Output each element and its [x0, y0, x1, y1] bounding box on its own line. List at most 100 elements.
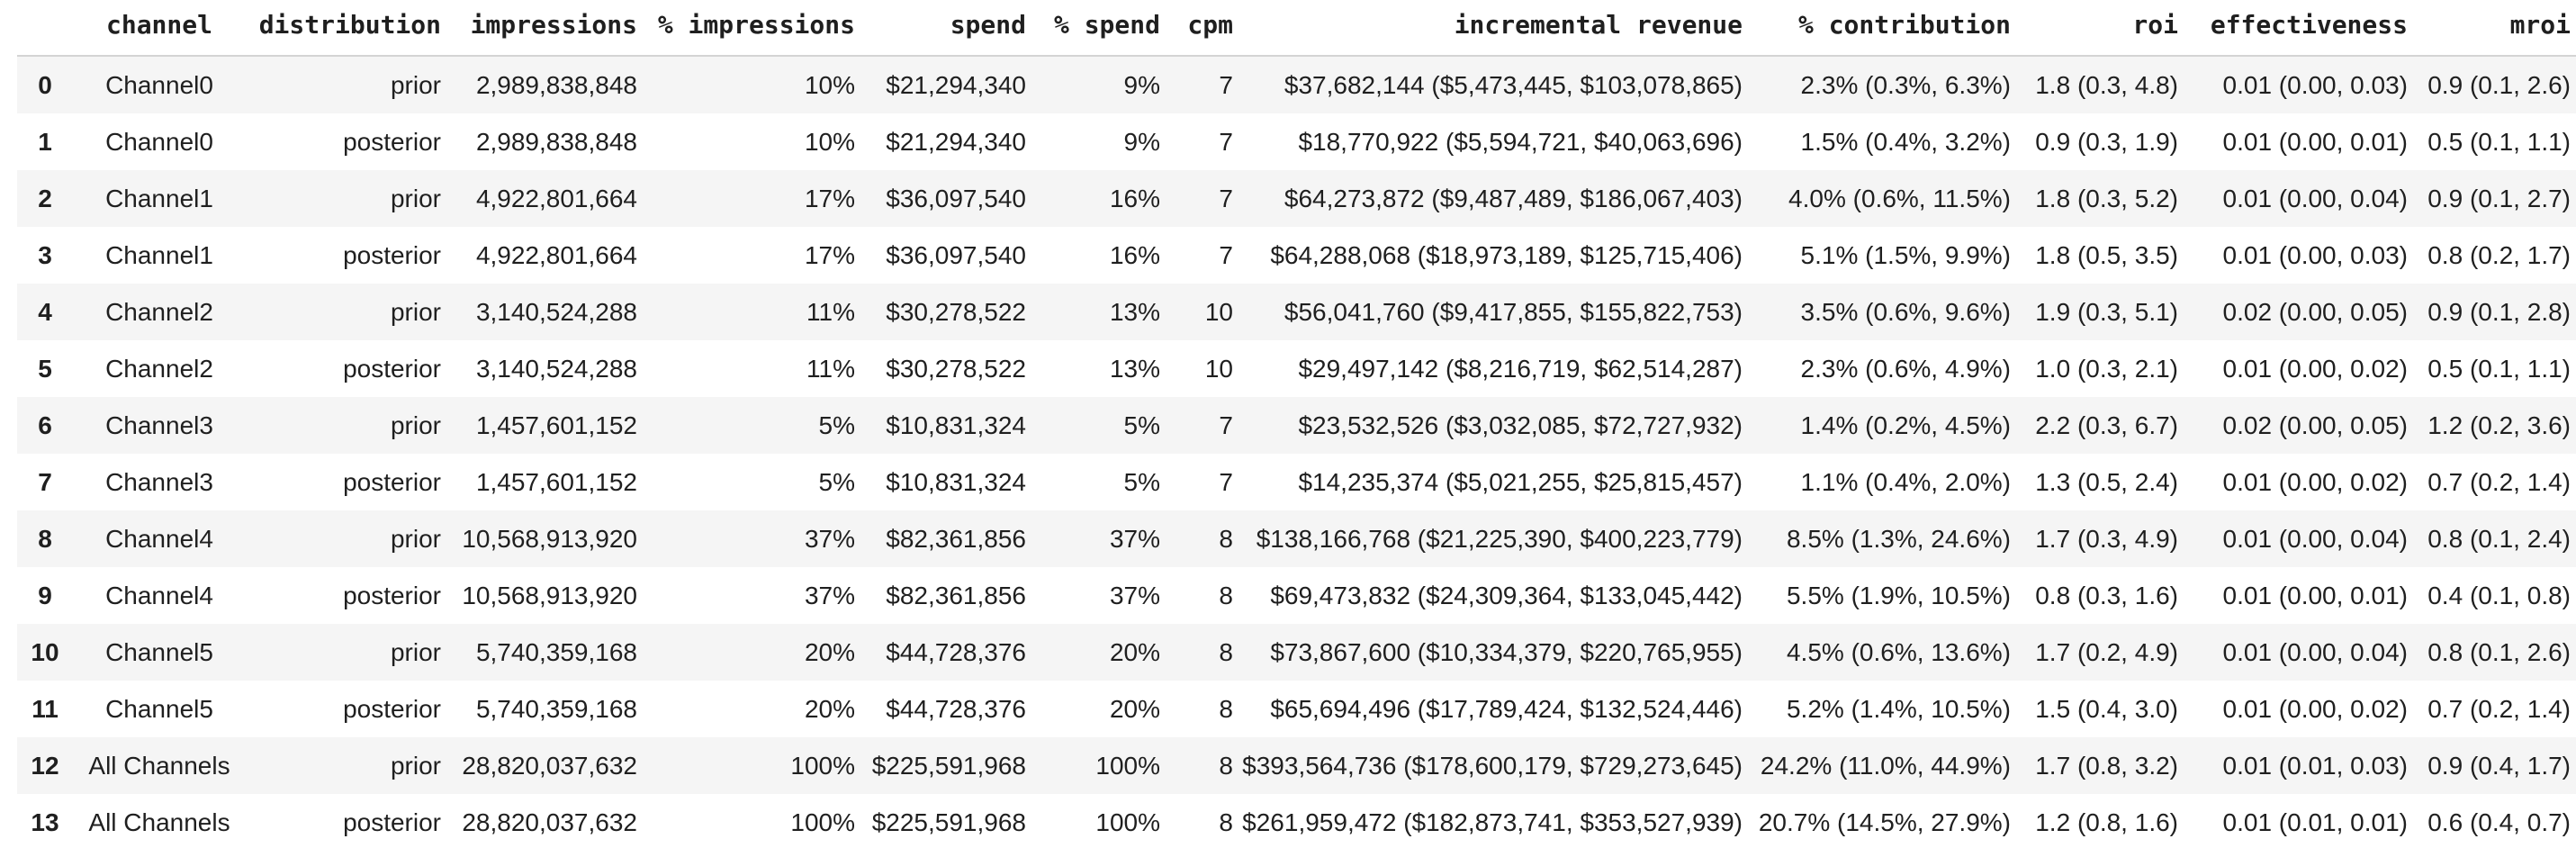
- cell-effectiveness: 0.01 (0.00, 0.03): [2222, 240, 2408, 269]
- cell-index: 5: [38, 354, 52, 383]
- col-header-spend: spend: [860, 0, 1031, 56]
- cell-spend: $225,591,968: [871, 751, 1026, 780]
- cell-impressions: 1,457,601,152: [475, 410, 637, 439]
- cell-impressions: 10,568,913,920: [462, 524, 637, 553]
- table-row: 0 Channel0 prior 2,989,838,848 10% $21,294,34…: [17, 56, 2576, 113]
- table-row: 5 Channel2 posterior 3,140,524,288 11% $30,27…: [17, 340, 2576, 397]
- cell-pct_contribution: 4.5% (0.6%, 13.6%): [1786, 637, 2011, 666]
- cell-effectiveness: 0.01 (0.00, 0.02): [2222, 354, 2408, 383]
- cell-incremental_revenue: $64,288,068 ($18,973,189, $125,715,406): [1270, 240, 1743, 269]
- cell-incremental_revenue: $18,770,922 ($5,594,721, $40,063,696): [1298, 127, 1743, 156]
- cell-spend: $44,728,376: [886, 694, 1026, 723]
- cell-effectiveness: 0.01 (0.00, 0.03): [2222, 70, 2408, 99]
- cell-roi: 1.2 (0.8, 1.6): [2035, 807, 2178, 836]
- col-header-impressions: impressions: [446, 0, 643, 56]
- cell-spend: $10,831,324: [886, 467, 1026, 496]
- cell-index: 12: [31, 751, 59, 780]
- cell-effectiveness: 0.01 (0.00, 0.02): [2222, 467, 2408, 496]
- table-row: 3 Channel1 posterior 4,922,801,664 17% $36,09…: [17, 227, 2576, 284]
- cell-channel: Channel3: [105, 467, 213, 496]
- cell-impressions: 3,140,524,288: [475, 297, 637, 326]
- cell-impressions: 2,989,838,848: [475, 70, 637, 99]
- cell-mroi: 0.6 (0.4, 0.7): [2427, 807, 2571, 836]
- cell-distribution: posterior: [343, 694, 441, 723]
- cell-pct_impressions: 20%: [804, 694, 855, 723]
- cell-pct_spend: 9%: [1123, 70, 1160, 99]
- table-row: 8 Channel4 prior 10,568,913,920 37% $82,361,8…: [17, 510, 2576, 567]
- cell-distribution: posterior: [343, 467, 441, 496]
- cell-impressions: 28,820,037,632: [462, 751, 637, 780]
- cell-impressions: 4,922,801,664: [475, 184, 637, 212]
- cell-pct_contribution: 8.5% (1.3%, 24.6%): [1786, 524, 2011, 553]
- cell-mroi: 0.9 (0.1, 2.8): [2427, 297, 2571, 326]
- cell-index: 11: [32, 694, 59, 723]
- cell-mroi: 0.9 (0.1, 2.7): [2427, 184, 2571, 212]
- cell-pct_spend: 5%: [1123, 467, 1160, 496]
- cell-distribution: posterior: [343, 354, 441, 383]
- cell-impressions: 2,989,838,848: [475, 127, 637, 156]
- cell-channel: All Channels: [88, 807, 230, 836]
- cell-impressions: 28,820,037,632: [462, 807, 637, 836]
- cell-mroi: 0.8 (0.1, 2.4): [2427, 524, 2571, 553]
- cell-cpm: 7: [1219, 410, 1233, 439]
- cell-pct_impressions: 10%: [804, 127, 855, 156]
- cell-impressions: 4,922,801,664: [475, 240, 637, 269]
- cell-effectiveness: 0.01 (0.00, 0.01): [2222, 581, 2408, 609]
- col-header-channel: channel: [73, 0, 246, 56]
- cell-roi: 0.8 (0.3, 1.6): [2035, 581, 2178, 609]
- cell-mroi: 0.7 (0.2, 1.4): [2427, 467, 2571, 496]
- cell-effectiveness: 0.01 (0.00, 0.04): [2222, 637, 2408, 666]
- cell-incremental_revenue: $393,564,736 ($178,600,179, $729,273,645…: [1242, 751, 1743, 780]
- cell-cpm: 8: [1219, 581, 1233, 609]
- cell-pct_impressions: 11%: [806, 354, 855, 383]
- cell-effectiveness: 0.01 (0.01, 0.01): [2222, 807, 2408, 836]
- cell-pct_impressions: 20%: [804, 637, 855, 666]
- table-row: 10 Channel5 prior 5,740,359,168 20% $44,728,3…: [17, 624, 2576, 681]
- cell-mroi: 0.5 (0.1, 1.1): [2427, 127, 2571, 156]
- cell-spend: $82,361,856: [886, 524, 1026, 553]
- col-header-effectiveness: effectiveness: [2184, 0, 2413, 56]
- table-header-row: channel distribution impressions% impressi…: [17, 0, 2576, 56]
- cell-channel: Channel5: [105, 637, 213, 666]
- cell-effectiveness: 0.01 (0.01, 0.03): [2222, 751, 2408, 780]
- cell-pct_contribution: 4.0% (0.6%, 11.5%): [1788, 184, 2011, 212]
- cell-pct_spend: 20%: [1109, 694, 1160, 723]
- cell-mroi: 0.5 (0.1, 1.1): [2427, 354, 2571, 383]
- cell-mroi: 0.8 (0.1, 2.6): [2427, 637, 2571, 666]
- table-row: 6 Channel3 prior 1,457,601,152 5% $10,831,324…: [17, 397, 2576, 454]
- cell-cpm: 8: [1219, 807, 1233, 836]
- cell-distribution: prior: [390, 751, 441, 780]
- cell-incremental_revenue: $37,682,144 ($5,473,445, $103,078,865): [1283, 70, 1743, 99]
- cell-pct_impressions: 100%: [790, 751, 855, 780]
- cell-incremental_revenue: $23,532,526 ($3,032,085, $72,727,932): [1298, 410, 1743, 439]
- cell-pct_spend: 9%: [1123, 127, 1160, 156]
- cell-incremental_revenue: $29,497,142 ($8,216,719, $62,514,287): [1298, 354, 1743, 383]
- cell-channel: Channel4: [105, 581, 213, 609]
- cell-spend: $36,097,540: [886, 184, 1026, 212]
- cell-incremental_revenue: $138,166,768 ($21,225,390, $400,223,779): [1256, 524, 1743, 553]
- cell-roi: 1.5 (0.4, 3.0): [2035, 694, 2178, 723]
- cell-roi: 2.2 (0.3, 6.7): [2035, 410, 2178, 439]
- table-row: 2 Channel1 prior 4,922,801,664 17% $36,097,54…: [17, 170, 2576, 227]
- cell-pct_spend: 100%: [1095, 751, 1160, 780]
- cell-effectiveness: 0.02 (0.00, 0.05): [2222, 410, 2408, 439]
- cell-mroi: 0.7 (0.2, 1.4): [2427, 694, 2571, 723]
- cell-impressions: 5,740,359,168: [475, 694, 637, 723]
- cell-pct_contribution: 2.3% (0.3%, 6.3%): [1800, 70, 2011, 99]
- cell-roi: 1.3 (0.5, 2.4): [2035, 467, 2178, 496]
- cell-roi: 1.8 (0.3, 5.2): [2035, 184, 2178, 212]
- cell-spend: $44,728,376: [886, 637, 1026, 666]
- cell-pct_impressions: 10%: [804, 70, 855, 99]
- cell-cpm: 8: [1219, 524, 1233, 553]
- cell-channel: Channel4: [105, 524, 213, 553]
- cell-cpm: 7: [1219, 184, 1233, 212]
- cell-index: 4: [38, 297, 52, 326]
- cell-effectiveness: 0.01 (0.00, 0.04): [2222, 524, 2408, 553]
- cell-pct_contribution: 1.1% (0.4%, 2.0%): [1800, 467, 2011, 496]
- cell-pct_impressions: 17%: [804, 184, 855, 212]
- cell-pct_spend: 16%: [1109, 184, 1160, 212]
- cell-incremental_revenue: $14,235,374 ($5,021,255, $25,815,457): [1298, 467, 1743, 496]
- cell-channel: Channel5: [105, 694, 213, 723]
- cell-cpm: 7: [1219, 467, 1233, 496]
